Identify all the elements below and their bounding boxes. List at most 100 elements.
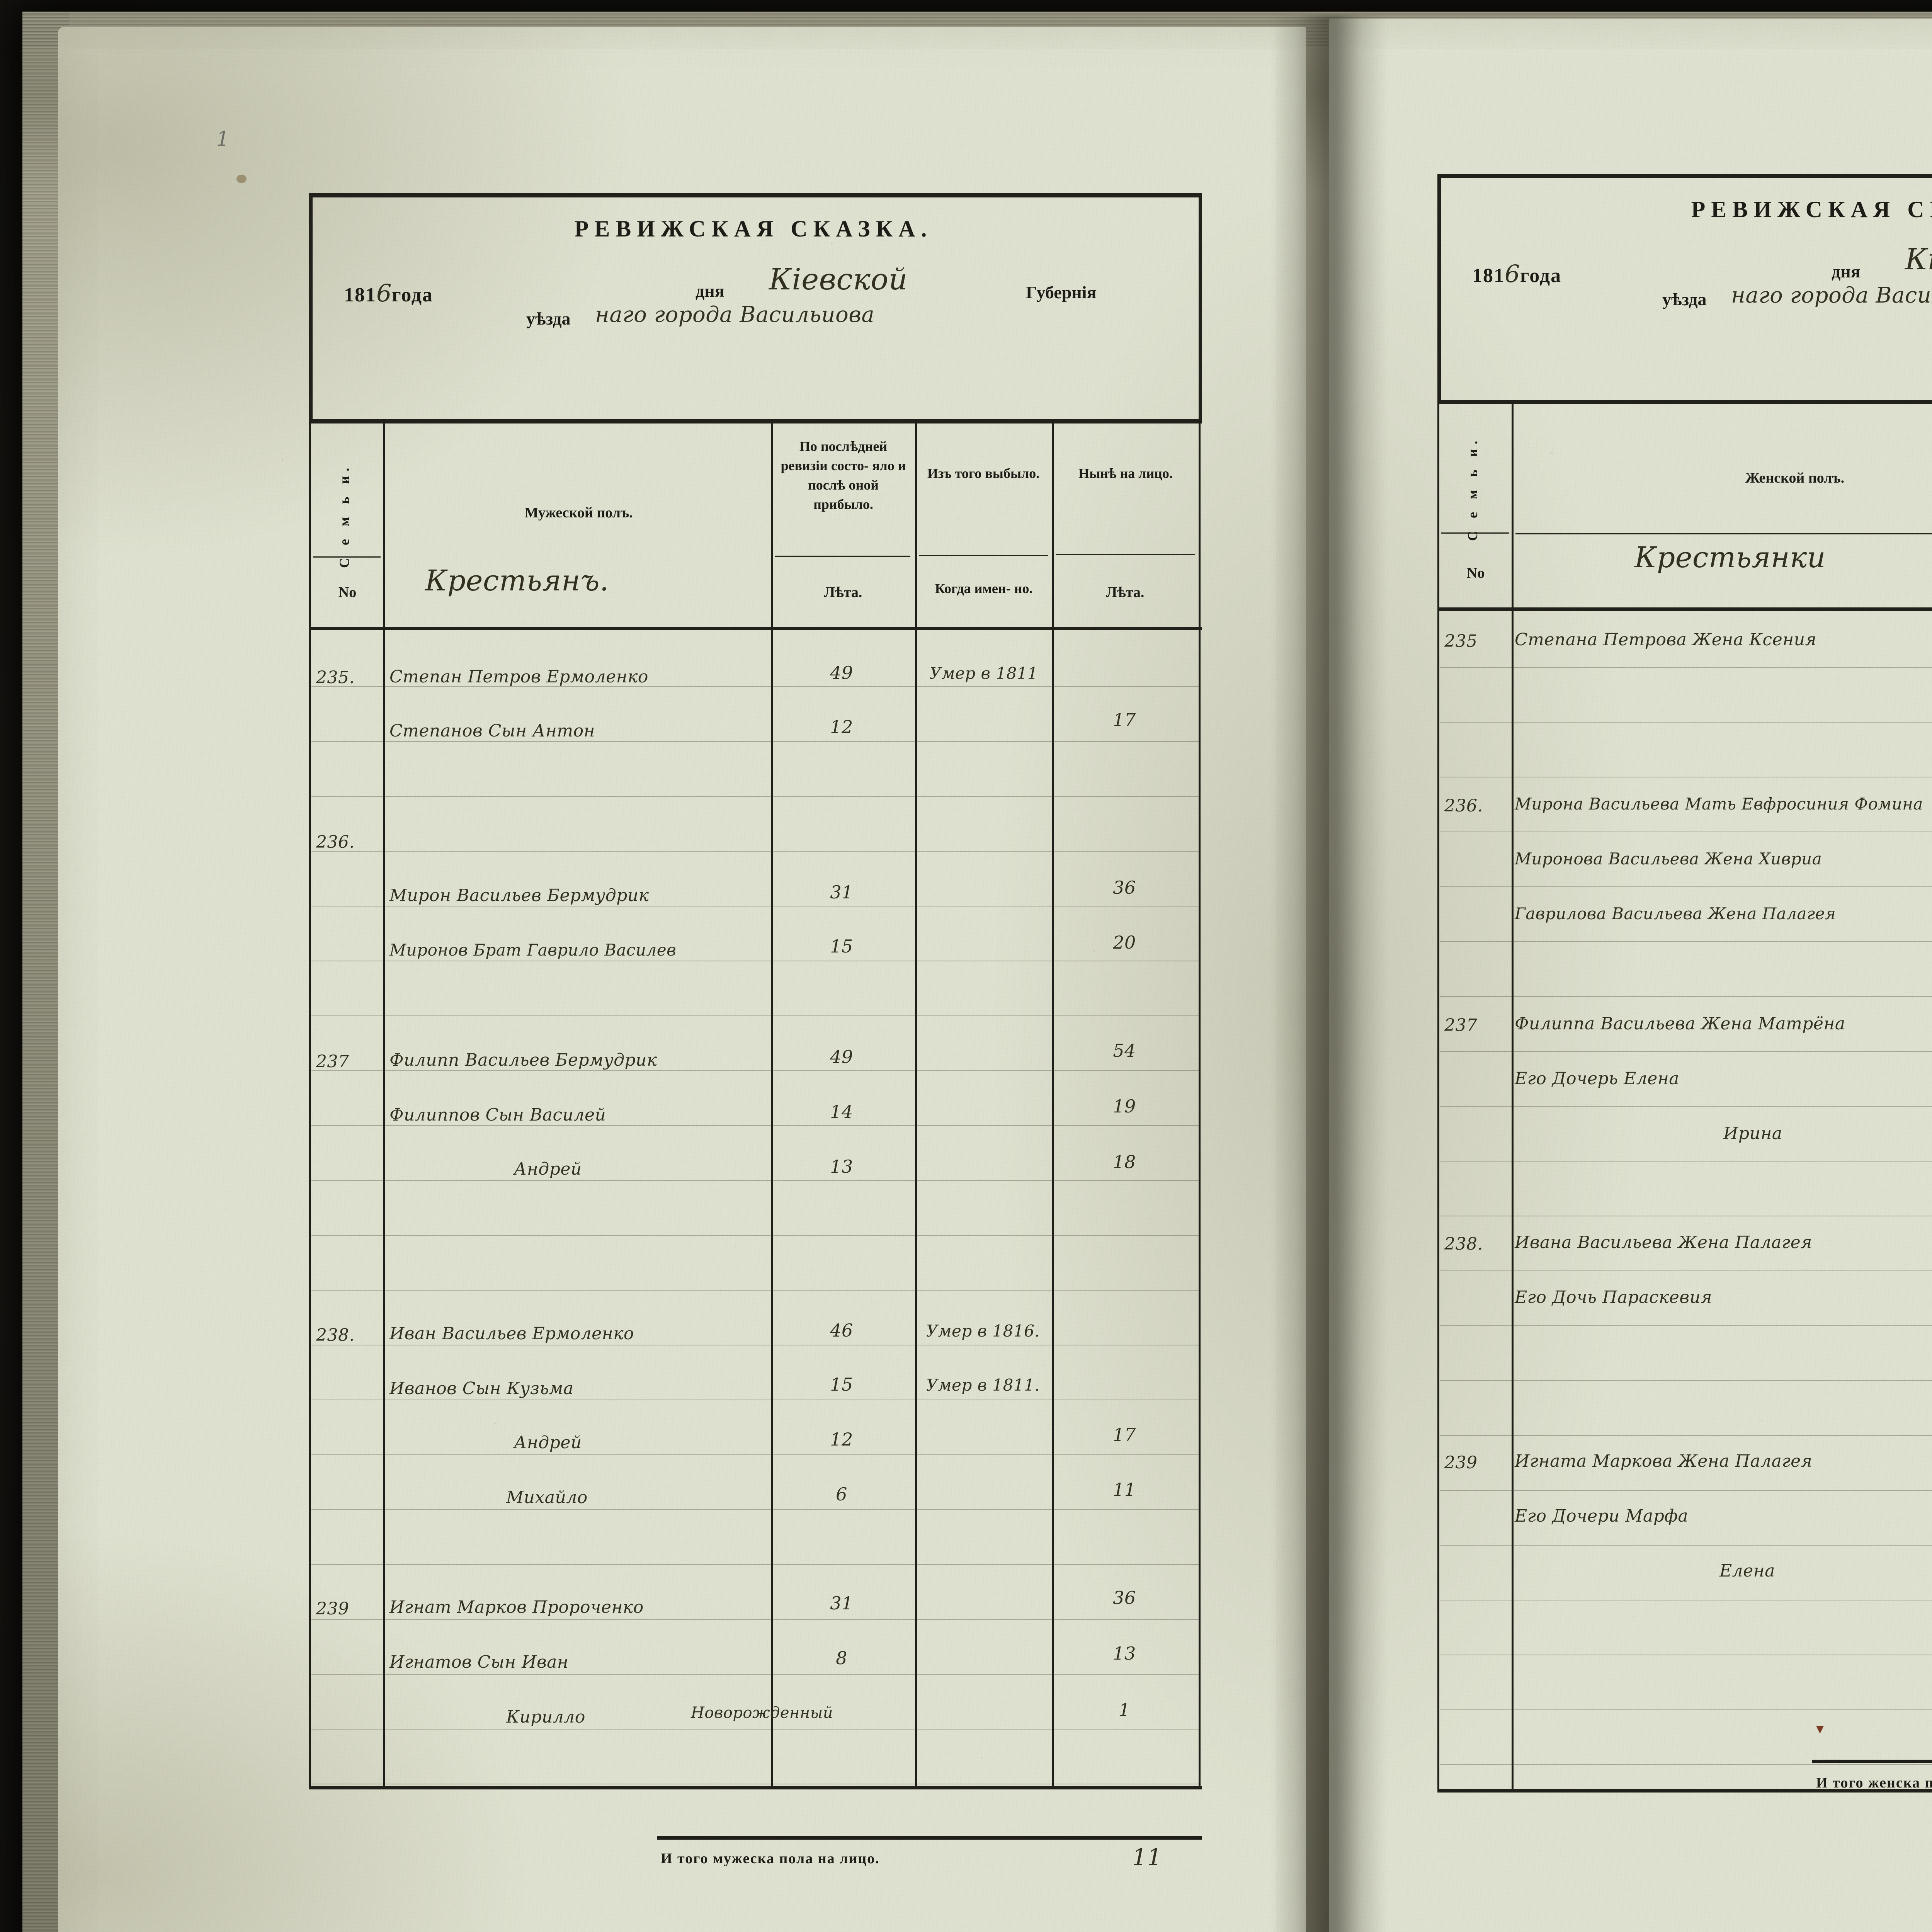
subrule-a <box>313 556 381 558</box>
table-row: Андрей <box>514 1433 582 1452</box>
guide-17 <box>311 1564 1199 1565</box>
grid-v2 <box>771 419 773 1787</box>
uezd-hand-right: наго города Васильиова <box>1731 283 1932 308</box>
guide-18 <box>311 1619 1199 1620</box>
ink-blot <box>236 175 247 183</box>
table-row: Игната Маркова Жена Палагея <box>1515 1451 1813 1471</box>
table-row: 237 <box>1444 1015 1478 1035</box>
grid-v3 <box>915 419 917 1787</box>
table-row: 46 <box>830 1320 853 1341</box>
table-row: Елена <box>1719 1561 1775 1581</box>
table-row: Мирон Васильев Бермудрик <box>389 886 649 905</box>
page-title-left: РЕВИЖСКАЯ СКАЗКА. <box>574 216 933 242</box>
col-male-left: Мужеской полъ. <box>524 505 633 521</box>
header-top-rule-r <box>1437 174 1932 178</box>
table-row: 12 <box>830 716 853 737</box>
table-row: Умер в 1811 <box>929 664 1038 683</box>
gubernia-label-left: Губернія <box>1026 282 1097 302</box>
right-page-content: РЕВИЖСКАЯ СКАЗКА. 1816года дня Кіевской … <box>1426 174 1932 1793</box>
uezd-hand-left: наго города Васильиова <box>595 302 875 327</box>
table-row: 12 <box>830 1429 853 1450</box>
guide-12 <box>311 1290 1199 1291</box>
guide-r20 <box>1440 1709 1932 1710</box>
table-row: Иванов Сын Кузьма <box>389 1379 574 1398</box>
table-row: 235 <box>1444 631 1478 651</box>
table-row: Новорожденный <box>691 1704 833 1722</box>
header-right-rule <box>1199 193 1202 421</box>
guide-r7 <box>1440 996 1932 997</box>
table-row: 1 <box>1119 1699 1130 1720</box>
col-prev-sub-left: Лѣта. <box>824 584 862 600</box>
footer-rule-right <box>1812 1760 1932 1763</box>
footer-label-left: И того мужеска пола на лицо. <box>661 1850 880 1867</box>
col-female-hand-right: Крестьянки <box>1634 541 1826 574</box>
year-suffix-right: года <box>1520 265 1562 287</box>
day-label-right: дня <box>1832 262 1861 281</box>
year-printed-right: 181 <box>1472 265 1505 287</box>
grid-v1 <box>383 419 385 1787</box>
subrule-b <box>775 556 910 557</box>
table-row: 18 <box>1113 1151 1136 1172</box>
table-row: 54 <box>1113 1040 1136 1061</box>
table-row: 238. <box>1444 1234 1483 1254</box>
table-row: Миронова Васильева Жена Хивриа <box>1515 849 1822 868</box>
guide-19 <box>311 1674 1199 1675</box>
table-row: 31 <box>830 882 853 903</box>
table-row: Умер в 1816. <box>926 1321 1040 1340</box>
table-row: 17 <box>1113 709 1136 730</box>
guide-r5 <box>1440 886 1932 887</box>
guide-3 <box>311 796 1199 797</box>
table-row: Игнат Марков Пророченко <box>389 1597 644 1617</box>
table-row: 235. <box>316 668 355 687</box>
table-row: 13 <box>830 1156 853 1177</box>
table-row: 14 <box>830 1101 853 1122</box>
table-row: Степана Петрова Жена Ксения <box>1515 630 1817 650</box>
guide-1 <box>311 686 1199 687</box>
table-row: 239 <box>1444 1453 1478 1473</box>
col-family-vertical-right: С е м ь и. <box>1465 436 1480 541</box>
col-prev-revision-left: По послѣдней ревизіи состо- яло и послѣ … <box>781 439 906 512</box>
table-row: Игнатов Сын Иван <box>389 1652 569 1672</box>
left-page-content: РЕВИЖСКАЯ СКАЗКА. 1816года дня Кіевской … <box>298 193 1233 1871</box>
guide-r2 <box>1440 722 1932 723</box>
grid-v0 <box>309 419 311 1787</box>
table-row: 6 <box>836 1484 847 1505</box>
col-present-sub-left: Лѣта. <box>1106 584 1145 600</box>
grid-r1 <box>1512 400 1514 1791</box>
guide-r21 <box>1440 1764 1932 1765</box>
table-row: 236. <box>1444 796 1483 816</box>
col-family-no-right: No <box>1466 565 1485 581</box>
header-left-rule-r <box>1437 174 1441 402</box>
gubernia-hand-left: Кіевской <box>769 262 908 296</box>
guide-r6 <box>1440 941 1932 942</box>
subrule-r-a <box>1441 532 1509 534</box>
guide-10 <box>311 1180 1199 1181</box>
grid-r0 <box>1437 400 1439 1791</box>
table-row: 20 <box>1113 932 1136 953</box>
table-head-rule <box>309 627 1202 630</box>
table-row: Мирона Васильева Мать Евфросиния Фомина <box>1515 794 1923 813</box>
col-departed-sub-left: Когда имен- но. <box>935 581 1033 596</box>
table-row: 36 <box>1113 1587 1136 1608</box>
guide-20 <box>311 1729 1199 1730</box>
table-head-rule-r <box>1437 607 1932 611</box>
table-row: Кирилло <box>506 1707 585 1727</box>
guide-15 <box>311 1454 1199 1455</box>
table-row: 31 <box>830 1593 853 1614</box>
footer-rule-left <box>657 1836 1202 1840</box>
uezd-label-right: уѣзда <box>1662 289 1707 309</box>
col-female-right: Женской полъ. <box>1745 470 1845 486</box>
table-row: 236. <box>316 832 355 852</box>
table-row: 237 <box>316 1052 349 1071</box>
table-row: Гаврилова Васильева Жена Палагея <box>1515 904 1836 923</box>
right-page <box>1329 19 1932 1932</box>
table-row: Умер в 1811. <box>926 1376 1040 1395</box>
grid-v5 <box>1199 419 1201 1787</box>
table-row: Степан Петров Ермоленко <box>389 667 648 687</box>
table-row: 19 <box>1113 1096 1136 1117</box>
table-row: Степанов Сын Антон <box>389 721 595 741</box>
table-row: Его Дочь Параскевия <box>1515 1287 1712 1307</box>
grid-v4 <box>1052 419 1054 1787</box>
table-row: 8 <box>836 1648 847 1668</box>
